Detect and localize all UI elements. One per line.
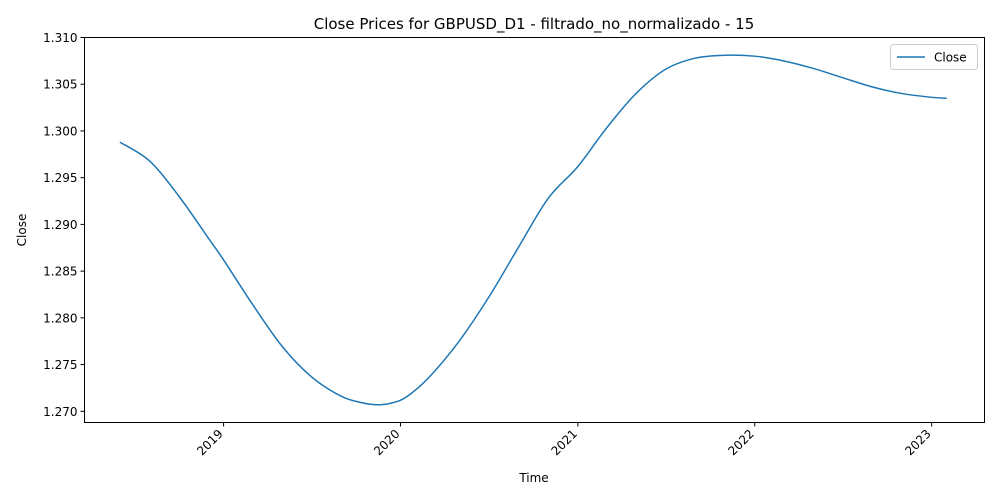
- y-tick-label: 1.290: [43, 218, 77, 232]
- y-tick-label: 1.270: [43, 405, 77, 419]
- legend-label-close: Close: [934, 51, 967, 65]
- y-axis-label: Close: [15, 214, 29, 247]
- x-tick-label: 2020: [371, 427, 402, 458]
- y-tick-label: 1.310: [43, 31, 77, 45]
- series-group: [119, 54, 947, 406]
- legend-box: [890, 44, 978, 70]
- plot-frame: [84, 37, 985, 423]
- y-tick-label: 1.285: [43, 265, 77, 279]
- y-tick-label: 1.300: [43, 124, 77, 138]
- chart-title: Close Prices for GBPUSD_D1 - filtrado_no…: [314, 15, 755, 34]
- x-tick-label: 2022: [725, 427, 756, 458]
- x-axis-label: Time: [518, 471, 548, 485]
- y-tick-label: 1.295: [43, 171, 77, 185]
- x-axis-ticks: 2019 2020 2021 2022 2023: [194, 422, 934, 458]
- y-tick-label: 1.275: [43, 358, 77, 372]
- x-tick-label: 2019: [194, 427, 225, 458]
- legend: Close: [890, 44, 978, 70]
- y-tick-label: 1.305: [43, 78, 77, 92]
- y-axis-ticks: 1.270 1.275 1.280 1.285 1.290 1.295 1.300 1.305…: [43, 31, 85, 419]
- series-line-close: [119, 54, 947, 406]
- y-tick-label: 1.280: [43, 311, 77, 325]
- x-tick-label: 2021: [548, 427, 579, 458]
- x-tick-label: 2023: [902, 427, 933, 458]
